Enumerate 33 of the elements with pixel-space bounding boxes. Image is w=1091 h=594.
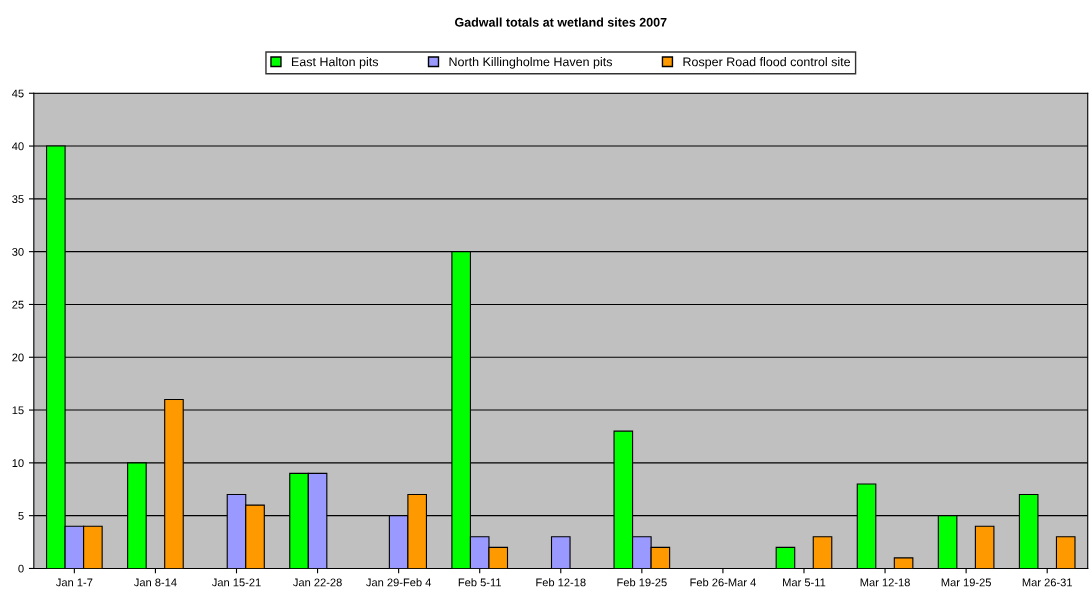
bar xyxy=(812,536,833,569)
x-tick-label: Mar 26-31 xyxy=(1022,578,1072,587)
x-tick-label: Mar 12-18 xyxy=(860,578,910,587)
y-tick-label: 0 xyxy=(18,564,24,573)
x-tick-label: Jan 8-14 xyxy=(133,578,177,587)
bar xyxy=(974,525,995,569)
x-tick-label: Feb 19-25 xyxy=(617,578,667,587)
chart-title: Gadwall totals at wetland sites 2007 xyxy=(455,17,667,27)
bar xyxy=(775,546,796,569)
x-tick-label: Mar 5-11 xyxy=(783,578,826,587)
legend-label: East Halton pits xyxy=(291,57,379,69)
bar xyxy=(550,536,571,569)
x-tick-label: Jan 1-7 xyxy=(56,578,93,587)
y-tick-label: 25 xyxy=(12,300,24,309)
y-tick-label: 35 xyxy=(12,195,24,203)
y-tick-label: 15 xyxy=(12,406,24,415)
x-tick-label: Feb 26-Mar 4 xyxy=(690,578,756,587)
x-tick-label: Mar 19-25 xyxy=(941,578,991,587)
bar xyxy=(1055,536,1076,569)
y-tick-label: 30 xyxy=(12,247,24,256)
y-tick-label: 45 xyxy=(12,89,24,98)
legend-label: North Killingholme Haven pits xyxy=(449,57,613,69)
x-tick-label: Jan 22-28 xyxy=(293,578,342,587)
y-tick-label: 40 xyxy=(12,142,24,151)
legend-label: Rosper Road flood control site xyxy=(683,57,851,69)
y-tick-label: 20 xyxy=(12,353,24,362)
bar xyxy=(893,557,914,569)
x-tick-label: Jan 15-21 xyxy=(211,578,261,587)
x-tick-label: Jan 29-Feb 4 xyxy=(366,578,432,587)
y-tick-label: 10 xyxy=(12,459,24,467)
y-tick-label: 5 xyxy=(18,512,24,520)
x-tick-label: Feb 5-11 xyxy=(458,578,501,587)
x-tick-label: Feb 12-18 xyxy=(536,578,586,587)
